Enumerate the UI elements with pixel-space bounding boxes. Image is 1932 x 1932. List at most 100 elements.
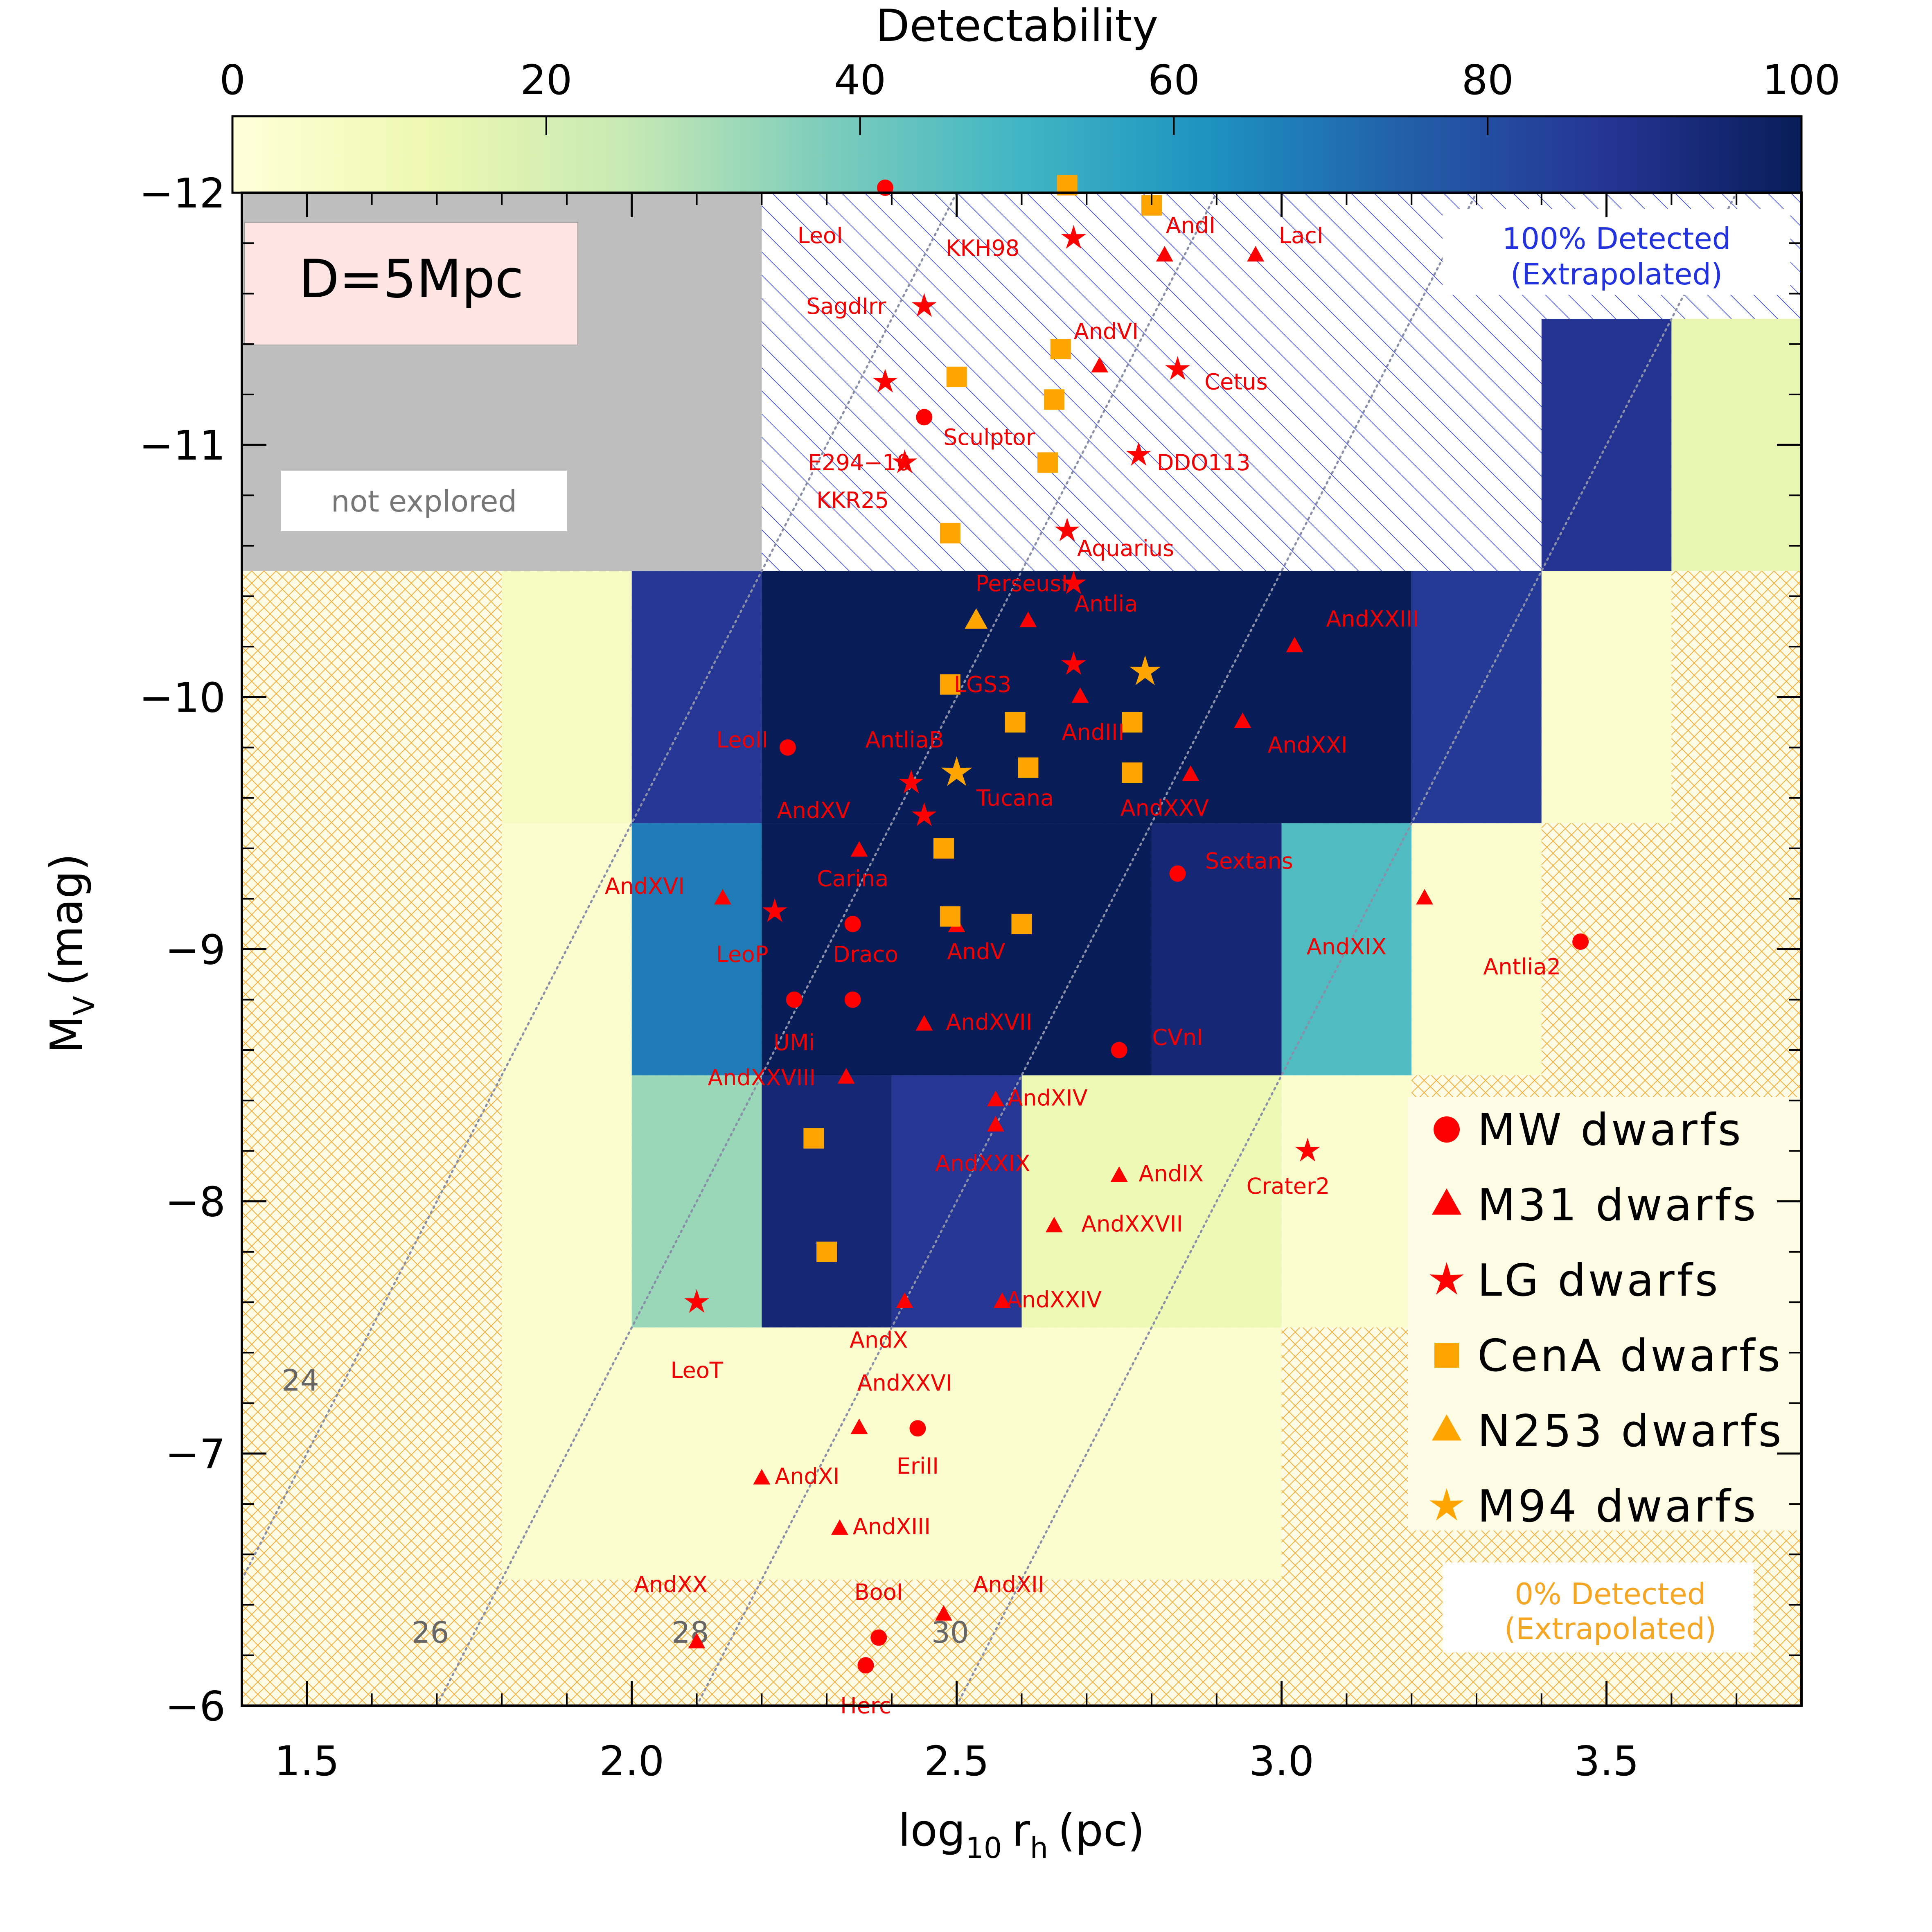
galaxy-label: AndXXI xyxy=(1268,732,1348,758)
data-point xyxy=(1126,442,1151,466)
data-point xyxy=(1295,1138,1320,1162)
data-point xyxy=(786,991,803,1008)
data-point xyxy=(1091,357,1109,373)
galaxy-label: CVnI xyxy=(1152,1025,1203,1051)
galaxy-label: AndXI xyxy=(775,1463,839,1489)
heatmap-cell xyxy=(1541,571,1672,823)
legend-marker xyxy=(1434,1343,1459,1368)
heatmap-cell xyxy=(1411,823,1542,1075)
data-point xyxy=(1071,687,1089,703)
detected-100-line1: 100% Detected xyxy=(1502,221,1731,256)
detected-0-line1: 0% Detected xyxy=(1515,1577,1706,1611)
data-point xyxy=(803,1128,824,1149)
galaxy-label: AndXXIII xyxy=(1326,606,1419,632)
data-point xyxy=(935,1605,952,1621)
galaxy-labels: LeoI E294−10 LeoII Carina Draco UMi Sextans CVn… xyxy=(605,213,1561,1719)
galaxy-label: LacI xyxy=(1279,223,1323,248)
x-tick-label: 3.5 xyxy=(1574,1737,1639,1785)
x-axis-label: log10 rh (pc) xyxy=(898,1805,1145,1865)
data-point xyxy=(1045,1217,1063,1233)
y-tick-label: −7 xyxy=(165,1430,225,1478)
galaxy-label: BooI xyxy=(854,1579,903,1605)
galaxy-label: AndXXIV xyxy=(1007,1287,1102,1312)
data-point xyxy=(940,906,960,927)
legend-marker xyxy=(1429,1262,1464,1295)
y-axis-label: MV(mag) xyxy=(41,853,101,1053)
galaxy-label: Sextans xyxy=(1205,848,1293,874)
data-point xyxy=(1182,765,1199,781)
galaxy-label: Cetus xyxy=(1204,369,1267,395)
legend-marker xyxy=(1434,1116,1460,1143)
galaxy-label: AndXVII xyxy=(946,1010,1032,1035)
data-point xyxy=(1011,913,1032,934)
heatmap-cell xyxy=(502,1075,632,1328)
data-point xyxy=(1044,389,1064,410)
data-point xyxy=(844,915,861,932)
colorbar-label: Detectability xyxy=(875,0,1158,52)
galaxy-label: AndX xyxy=(850,1327,908,1353)
data-point xyxy=(993,1292,1011,1308)
detected-0-note: 0% Detected (Extrapolated) xyxy=(1443,1562,1754,1652)
x-tick-label: 2.5 xyxy=(924,1737,989,1785)
y-tick-label: −9 xyxy=(165,926,225,974)
colorbar-tick-label: 80 xyxy=(1462,56,1514,104)
data-point xyxy=(1129,655,1161,685)
data-point xyxy=(837,1068,855,1084)
data-point xyxy=(1061,651,1086,675)
legend-label: N253 dwarfs xyxy=(1477,1406,1784,1457)
data-point xyxy=(688,1632,706,1648)
legend: MW dwarfs M31 dwarfs LG dwarfs CenA dwarfs N… xyxy=(1408,1097,1801,1532)
legend-label: CenA dwarfs xyxy=(1477,1330,1783,1382)
x-axis-ticks: 1.5 2.0 2.5 3.0 3.5 xyxy=(274,193,1738,1785)
heatmap-cell xyxy=(631,823,762,1075)
galaxy-label: AndV xyxy=(947,939,1005,965)
x-tick-label: 3.0 xyxy=(1249,1737,1314,1785)
galaxy-label: Sculptor xyxy=(943,424,1035,450)
data-point xyxy=(1018,757,1039,778)
heatmap-cell xyxy=(502,1327,1282,1580)
galaxy-label: AntliaB xyxy=(865,727,944,753)
data-point xyxy=(946,366,967,387)
x-tick-label: 1.5 xyxy=(274,1737,339,1785)
heatmap-cells xyxy=(502,319,1801,1580)
galaxy-label: UMi xyxy=(773,1030,815,1055)
data-point xyxy=(965,608,988,629)
galaxy-label: LeoII xyxy=(716,727,768,753)
data-point xyxy=(987,1091,1004,1107)
galaxy-label: Tucana xyxy=(976,785,1054,811)
annotation-dbox: D=5Mpc xyxy=(244,222,578,345)
data-point xyxy=(753,1469,771,1485)
data-point xyxy=(940,674,960,695)
data-point xyxy=(1055,517,1080,541)
data-point xyxy=(911,802,937,826)
data-point xyxy=(933,838,954,859)
data-point xyxy=(1110,1166,1128,1182)
detected-100-line2: (Extrapolated) xyxy=(1510,257,1722,291)
data-point xyxy=(1061,225,1086,249)
data-point xyxy=(1019,611,1037,627)
galaxy-label: AndXII xyxy=(973,1572,1044,1598)
data-point xyxy=(872,369,898,392)
galaxy-label: AndXIII xyxy=(853,1514,931,1540)
detected-100-note: 100% Detected (Extrapolated) xyxy=(1443,209,1790,295)
heatmap-cell xyxy=(762,571,1412,823)
legend-label: M94 dwarfs xyxy=(1477,1481,1758,1532)
galaxy-label: AndXV xyxy=(777,798,850,823)
colorbar-tick-label: 60 xyxy=(1148,56,1200,104)
galaxy-label: AndXX xyxy=(634,1572,707,1598)
x-tick-label: 2.0 xyxy=(599,1737,664,1785)
y-tick-label: −6 xyxy=(165,1682,225,1730)
heatmap-cell xyxy=(762,823,1152,1075)
data-point xyxy=(850,1418,868,1434)
galaxy-label: AndXXIX xyxy=(935,1151,1030,1177)
galaxy-label: PerseusI xyxy=(976,571,1068,597)
galaxy-label: Antlia2 xyxy=(1483,954,1561,980)
data-point xyxy=(941,756,972,786)
data-point xyxy=(1005,712,1026,733)
data-point xyxy=(850,841,868,857)
contour-label: 26 xyxy=(412,1615,449,1650)
data-point xyxy=(870,1629,887,1646)
galaxy-label: AndXXVII xyxy=(1081,1211,1183,1237)
legend-marker xyxy=(1432,1188,1461,1215)
data-point xyxy=(1169,865,1186,882)
